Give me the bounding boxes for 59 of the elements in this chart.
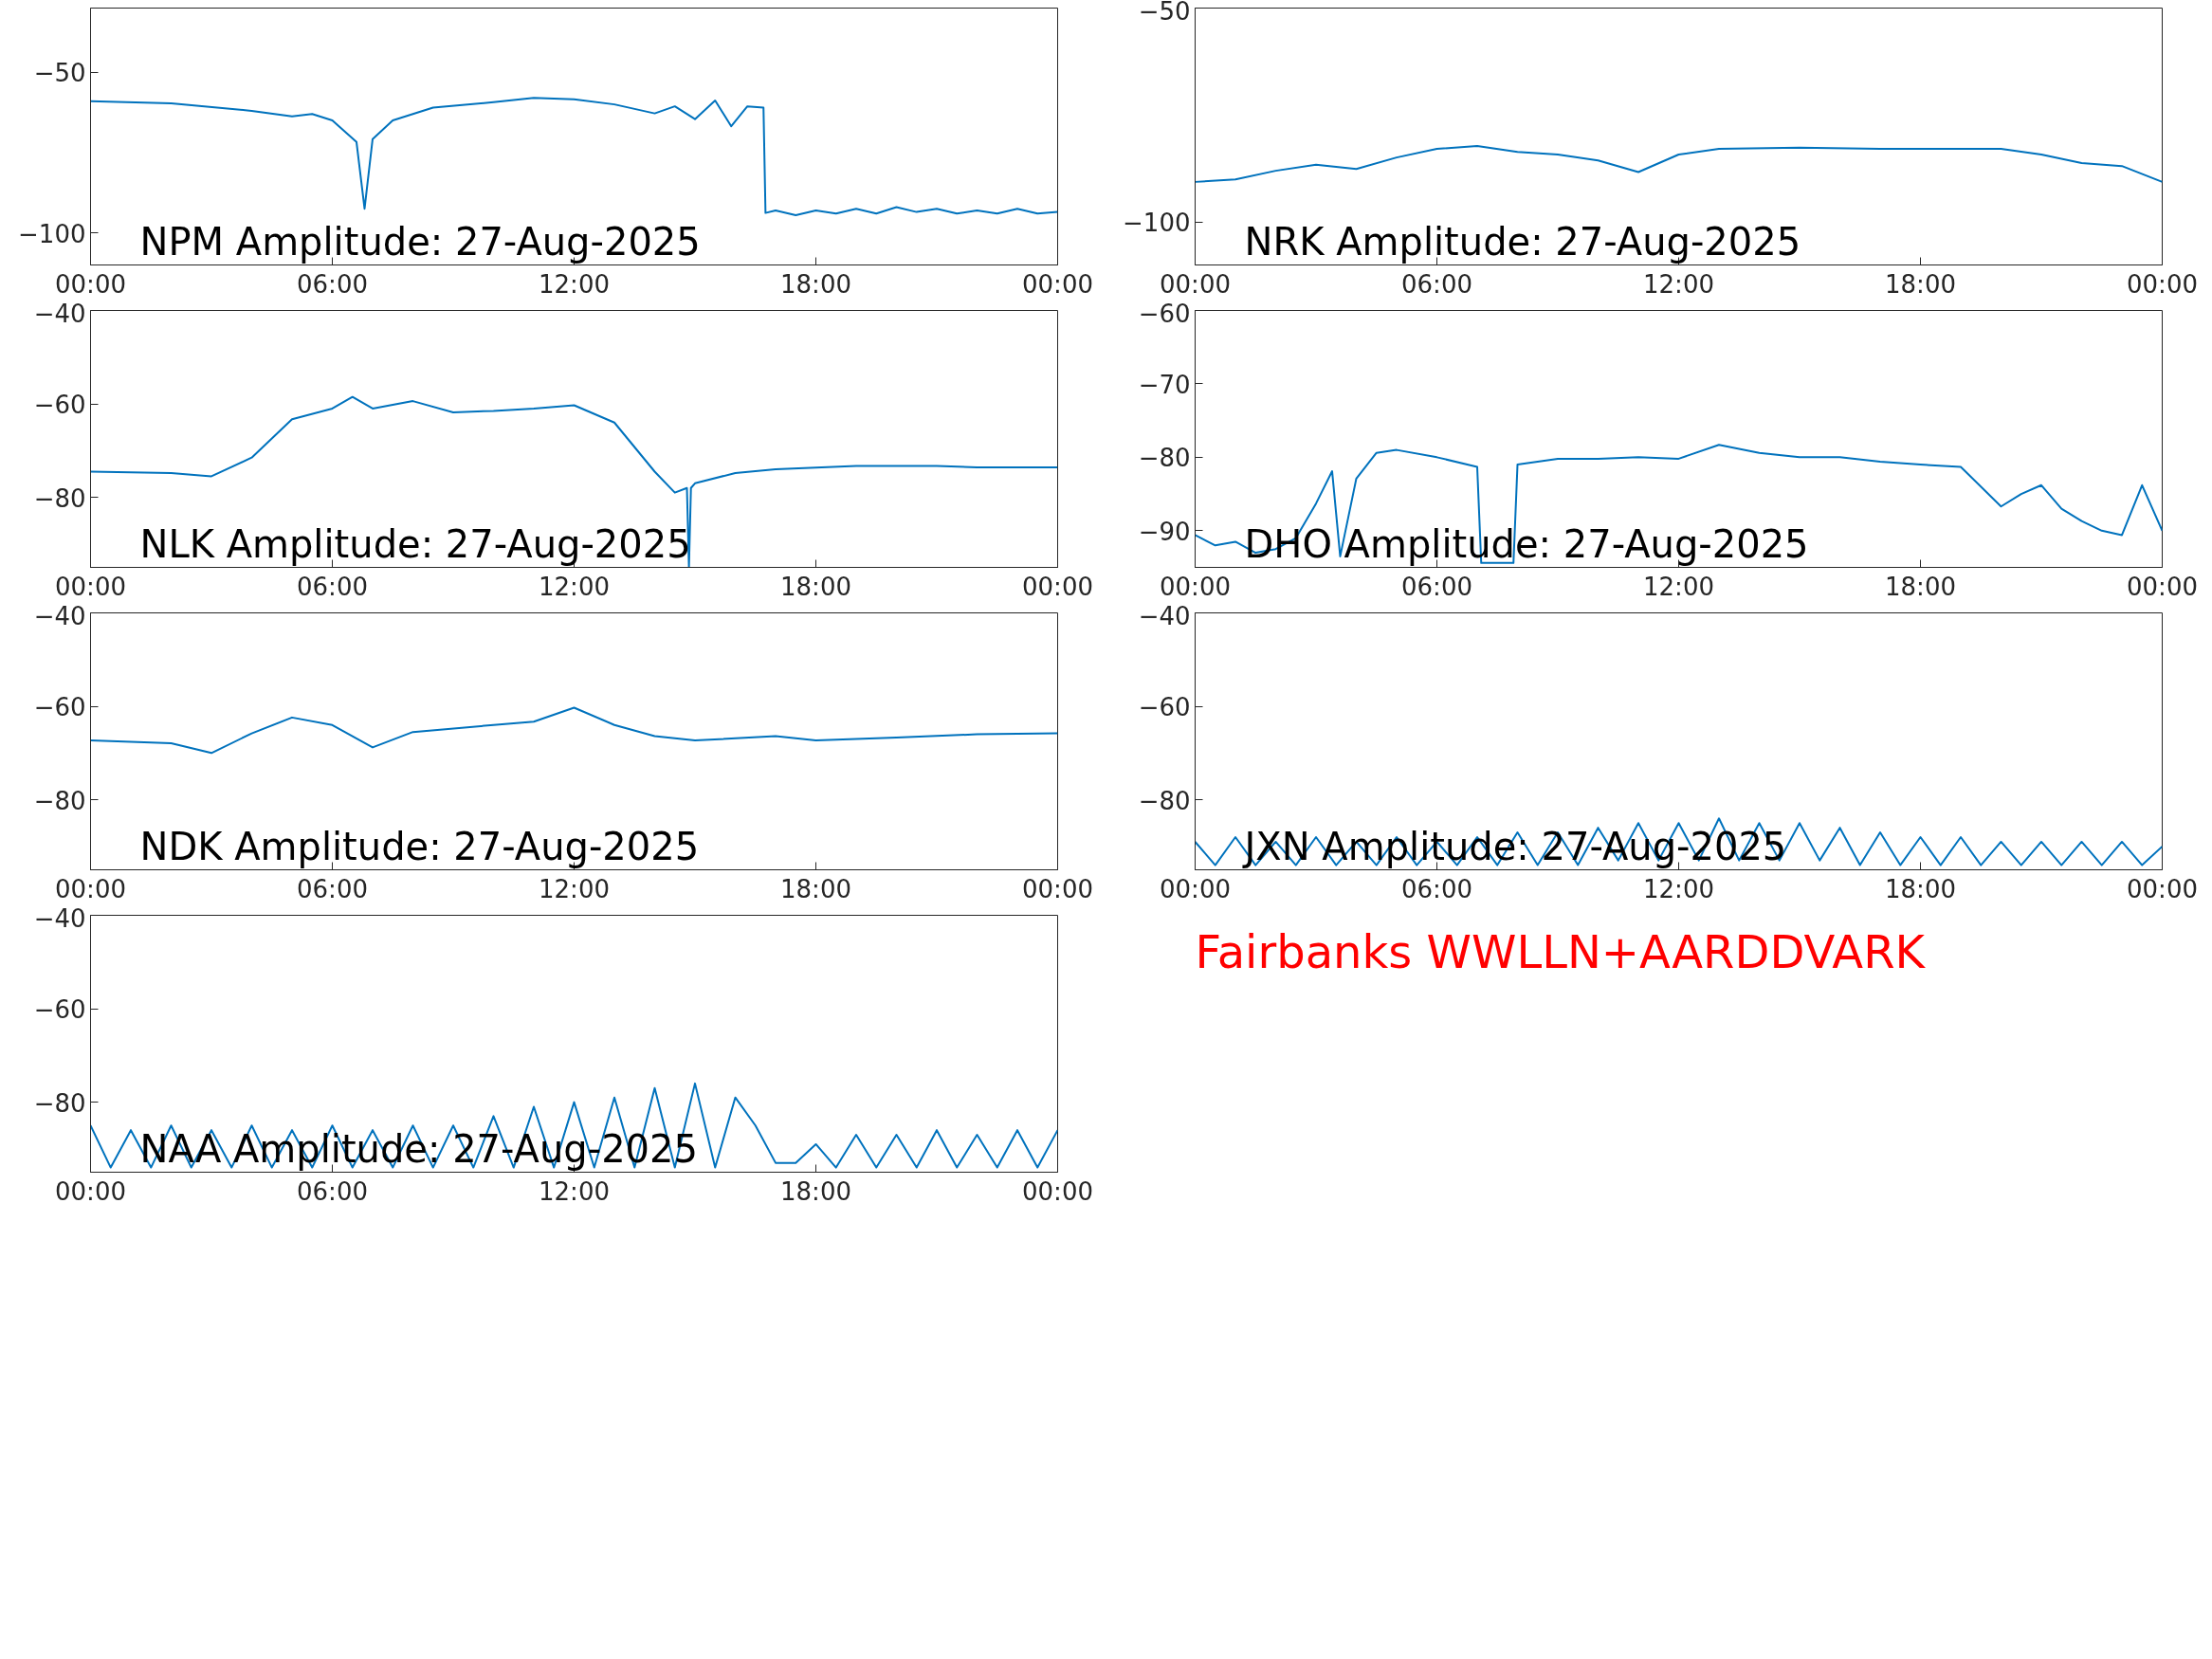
x-tick-label: 00:00	[1022, 874, 1093, 903]
x-tick-label: 12:00	[539, 874, 610, 903]
x-tick-label: 18:00	[1885, 572, 1956, 601]
x-tick-label: 00:00	[1160, 874, 1231, 903]
x-tick-label: 00:00	[1022, 269, 1093, 299]
x-tick-label: 06:00	[297, 572, 368, 601]
x-tick-label: 06:00	[297, 874, 368, 903]
y-tick-label: −60	[1138, 299, 1191, 328]
y-tick-label: −40	[33, 299, 86, 328]
y-tick-label: −40	[33, 601, 86, 630]
y-tick-label: −80	[33, 483, 86, 513]
x-tick-label: 12:00	[1643, 572, 1714, 601]
x-tick-label: 00:00	[1160, 572, 1231, 601]
y-tick-label: −70	[1138, 370, 1191, 399]
y-tick-label: −60	[33, 391, 86, 420]
x-tick-label: 00:00	[2127, 269, 2198, 299]
y-tick-label: −90	[1138, 517, 1191, 546]
x-tick-label: 18:00	[1885, 269, 1956, 299]
x-tick-label: 00:00	[1022, 1176, 1093, 1206]
x-tick-label: 12:00	[1643, 269, 1714, 299]
x-tick-label: 06:00	[297, 1176, 368, 1206]
x-tick-label: 18:00	[1885, 874, 1956, 903]
x-tick-label: 00:00	[55, 874, 126, 903]
y-tick-label: −80	[1138, 444, 1191, 473]
x-tick-label: 06:00	[1401, 874, 1472, 903]
text: NDK Amplitude: 27-Aug-2025	[139, 824, 700, 868]
x-tick-label: 18:00	[780, 1176, 851, 1206]
y-tick-label: −60	[33, 693, 86, 722]
x-tick-label: 00:00	[2127, 572, 2198, 601]
y-tick-label: −80	[1138, 786, 1191, 815]
y-tick-label: −60	[1138, 693, 1191, 722]
y-tick-label: −50	[1138, 0, 1191, 26]
x-tick-label: 18:00	[780, 269, 851, 299]
x-tick-label: 00:00	[55, 1176, 126, 1206]
text: Fairbanks WWLLN+AARDDVARK	[1195, 924, 1927, 978]
text: NRK Amplitude: 27-Aug-2025	[1244, 219, 1801, 264]
x-tick-label: 12:00	[539, 1176, 610, 1206]
x-tick-label: 06:00	[1401, 572, 1472, 601]
x-tick-label: 12:00	[539, 269, 610, 299]
y-tick-label: −60	[33, 995, 86, 1025]
x-tick-label: 06:00	[297, 269, 368, 299]
x-tick-label: 12:00	[1643, 874, 1714, 903]
x-tick-label: 18:00	[780, 572, 851, 601]
x-tick-label: 18:00	[780, 874, 851, 903]
y-tick-label: −50	[33, 59, 86, 88]
y-tick-label: −80	[33, 1088, 86, 1118]
text: NPM Amplitude: 27-Aug-2025	[139, 219, 701, 264]
y-tick-label: −40	[1138, 601, 1191, 630]
y-tick-label: −100	[1123, 209, 1191, 238]
x-tick-label: 00:00	[1160, 269, 1231, 299]
x-tick-label: 00:00	[55, 269, 126, 299]
y-tick-label: −100	[18, 219, 86, 248]
x-tick-label: 00:00	[2127, 874, 2198, 903]
x-tick-label: 06:00	[1401, 269, 1472, 299]
y-tick-label: −80	[33, 786, 86, 815]
x-tick-label: 00:00	[55, 572, 126, 601]
x-tick-label: 12:00	[539, 572, 610, 601]
y-tick-label: −40	[33, 903, 86, 933]
x-tick-label: 00:00	[1022, 572, 1093, 601]
